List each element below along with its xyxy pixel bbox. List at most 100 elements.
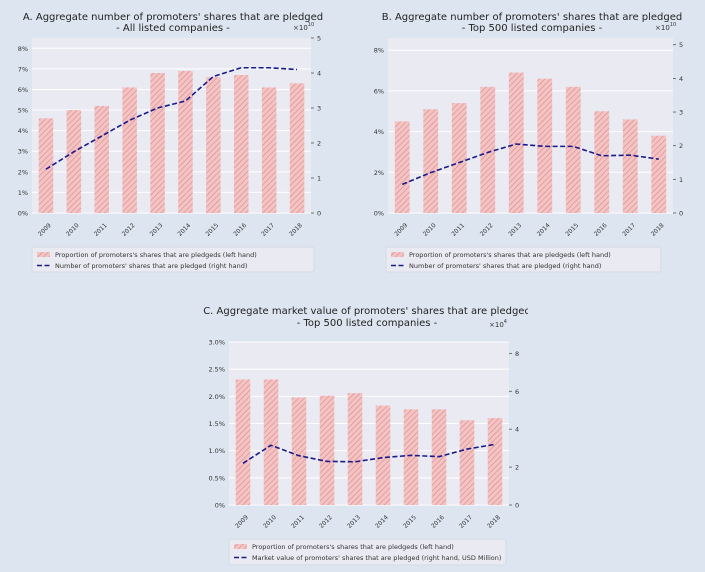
bar: [206, 77, 221, 213]
left-tick-label: 3.0%: [208, 339, 225, 347]
left-tick-label: 2.5%: [208, 366, 225, 374]
x-tick-label: 2014: [177, 222, 193, 238]
x-tick-label: 2009: [393, 222, 409, 238]
right-tick-label: 5: [317, 35, 321, 43]
left-tick-label: 2.0%: [208, 393, 225, 401]
bar: [38, 118, 54, 213]
right-axis-exponent: ×1010: [655, 22, 676, 32]
chart-subtitle: - Top 500 listed companies -: [462, 23, 603, 34]
right-tick-label: 3: [317, 105, 321, 113]
x-tick-label: 2013: [149, 222, 165, 238]
left-tick-label: 6%: [18, 86, 28, 94]
line-series: [401, 143, 659, 186]
bar: [233, 75, 249, 213]
x-tick-label: 2016: [593, 222, 609, 238]
right-axis-exponent-power: 10: [670, 22, 676, 28]
left-tick-label: 1%: [18, 189, 28, 197]
x-tick-label: 2014: [536, 222, 552, 238]
x-tick-label: 2017: [458, 514, 474, 530]
bar: [347, 393, 363, 505]
legend-swatch-bar: [37, 252, 50, 257]
left-tick-label: 0%: [374, 210, 384, 218]
right-axis-exponent-power: 4: [504, 319, 507, 325]
right-tick-label: 1: [679, 176, 683, 184]
left-tick-label: 8%: [18, 45, 28, 53]
bar: [622, 119, 638, 213]
bar: [394, 121, 410, 213]
left-tick-label: 3%: [18, 148, 28, 156]
x-tick-label: 2012: [479, 222, 495, 238]
right-tick-label: 4: [317, 70, 321, 78]
bar: [235, 379, 251, 505]
bar: [537, 78, 553, 213]
x-tick-label: 2015: [204, 222, 220, 238]
right-axis-exponent: ×1010: [293, 22, 314, 32]
right-tick-label: 2: [515, 464, 519, 472]
bar: [487, 418, 503, 505]
left-tick-label: 5%: [18, 107, 28, 115]
chart-c: C. Aggregate market value of promoters' …: [203, 306, 528, 566]
right-tick-label: 1: [317, 175, 321, 183]
legend-label-line: Number of promoters' shares that are ple…: [55, 262, 247, 270]
x-tick-label: 2017: [621, 222, 637, 238]
chart-subtitle: - All listed companies -: [116, 23, 230, 34]
bar: [291, 397, 307, 505]
right-axis-exponent: ×104: [489, 319, 507, 329]
left-tick-label: 8%: [374, 47, 384, 55]
x-tick-label: 2009: [234, 514, 250, 530]
x-tick-label: 2015: [564, 222, 580, 238]
right-tick-label: 0: [317, 210, 321, 218]
legend-swatch-bar: [391, 252, 404, 257]
legend-box: [228, 538, 507, 566]
x-tick-label: 2011: [290, 514, 306, 530]
right-tick-label: 2: [317, 140, 321, 148]
x-tick-label: 2015: [402, 514, 418, 530]
left-tick-label: 4%: [374, 128, 384, 136]
chart-a: A. Aggregate number of promoters' shares…: [18, 12, 323, 273]
chart-title: C. Aggregate market value of promoters' …: [203, 306, 528, 317]
legend-label-bar: Proportion of promoters's shares that ar…: [409, 251, 611, 259]
right-tick-label: 2: [679, 142, 683, 150]
bar: [178, 70, 193, 213]
x-tick-label: 2011: [93, 222, 109, 238]
left-tick-label: 0%: [215, 502, 225, 510]
bar: [651, 135, 667, 213]
x-tick-label: 2013: [346, 514, 362, 530]
bar: [94, 105, 110, 213]
right-tick-label: 0: [679, 210, 683, 218]
line-series: [45, 66, 298, 170]
x-tick-label: 2012: [121, 222, 137, 238]
chart-b: B. Aggregate number of promoters' shares…: [374, 12, 683, 273]
right-tick-label: 6: [515, 388, 519, 396]
bar: [451, 103, 467, 213]
x-tick-label: 2014: [374, 514, 390, 530]
legend-swatch-bar: [234, 544, 247, 549]
right-tick-label: 0: [515, 502, 519, 510]
legend-label-line: Number of promoters' shares that are ple…: [409, 262, 601, 270]
right-tick-label: 4: [679, 75, 683, 83]
bar: [319, 395, 335, 505]
left-tick-label: 2%: [18, 168, 28, 176]
left-tick-label: 0%: [18, 210, 28, 218]
x-tick-label: 2011: [450, 222, 466, 238]
left-tick-label: 0.5%: [208, 474, 225, 482]
x-tick-label: 2013: [507, 222, 523, 238]
x-tick-label: 2017: [260, 222, 276, 238]
x-tick-label: 2016: [232, 222, 248, 238]
right-tick-label: 5: [679, 41, 683, 49]
x-tick-label: 2010: [65, 222, 81, 238]
bar: [403, 409, 419, 505]
right-axis-exponent-power: 10: [308, 22, 314, 28]
bar: [423, 109, 439, 213]
x-tick-label: 2012: [318, 514, 334, 530]
bar: [289, 83, 305, 213]
line-series: [242, 443, 496, 464]
legend-box: [385, 246, 662, 273]
left-tick-label: 1.0%: [208, 447, 225, 455]
right-tick-label: 8: [515, 350, 519, 358]
left-tick-label: 2%: [374, 169, 384, 177]
x-tick-label: 2018: [650, 222, 666, 238]
bar: [122, 87, 137, 213]
bar: [150, 73, 165, 213]
left-tick-label: 1.5%: [208, 420, 225, 428]
